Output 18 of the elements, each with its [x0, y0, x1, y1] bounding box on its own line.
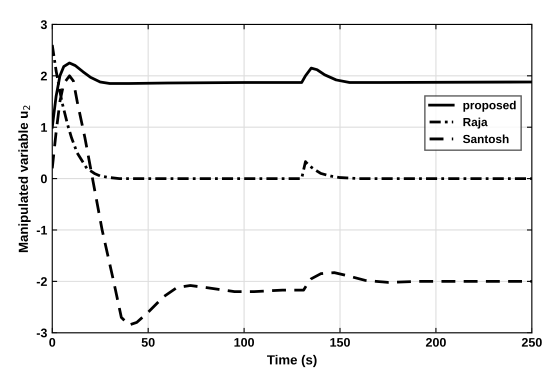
x-tick-label: 200	[426, 338, 446, 347]
x-tick-label: 100	[234, 338, 254, 347]
y-tick-label: 0	[40, 174, 47, 184]
y-tick-label: 2	[40, 72, 47, 80]
x-tick-label: 150	[330, 338, 350, 347]
x-tick-label: 250	[522, 338, 542, 347]
y-tick-label: -2	[36, 277, 47, 286]
y-tick-label: 1	[41, 123, 48, 132]
x-tick-label: 0	[49, 338, 56, 347]
y-tick-label: 3	[40, 20, 47, 30]
y-tick-label: -1	[36, 226, 48, 235]
legend-label: Santosh	[462, 134, 508, 144]
legend-label: Raja	[463, 118, 488, 129]
legend-label: proposed	[463, 100, 516, 112]
x-tick-label: 50	[142, 338, 155, 347]
y-axis-title: Manipulated variable u$_{2}$	[18, 106, 31, 252]
x-axis-title: Time (s)	[267, 354, 317, 368]
y-tick-label: -3	[36, 328, 47, 338]
